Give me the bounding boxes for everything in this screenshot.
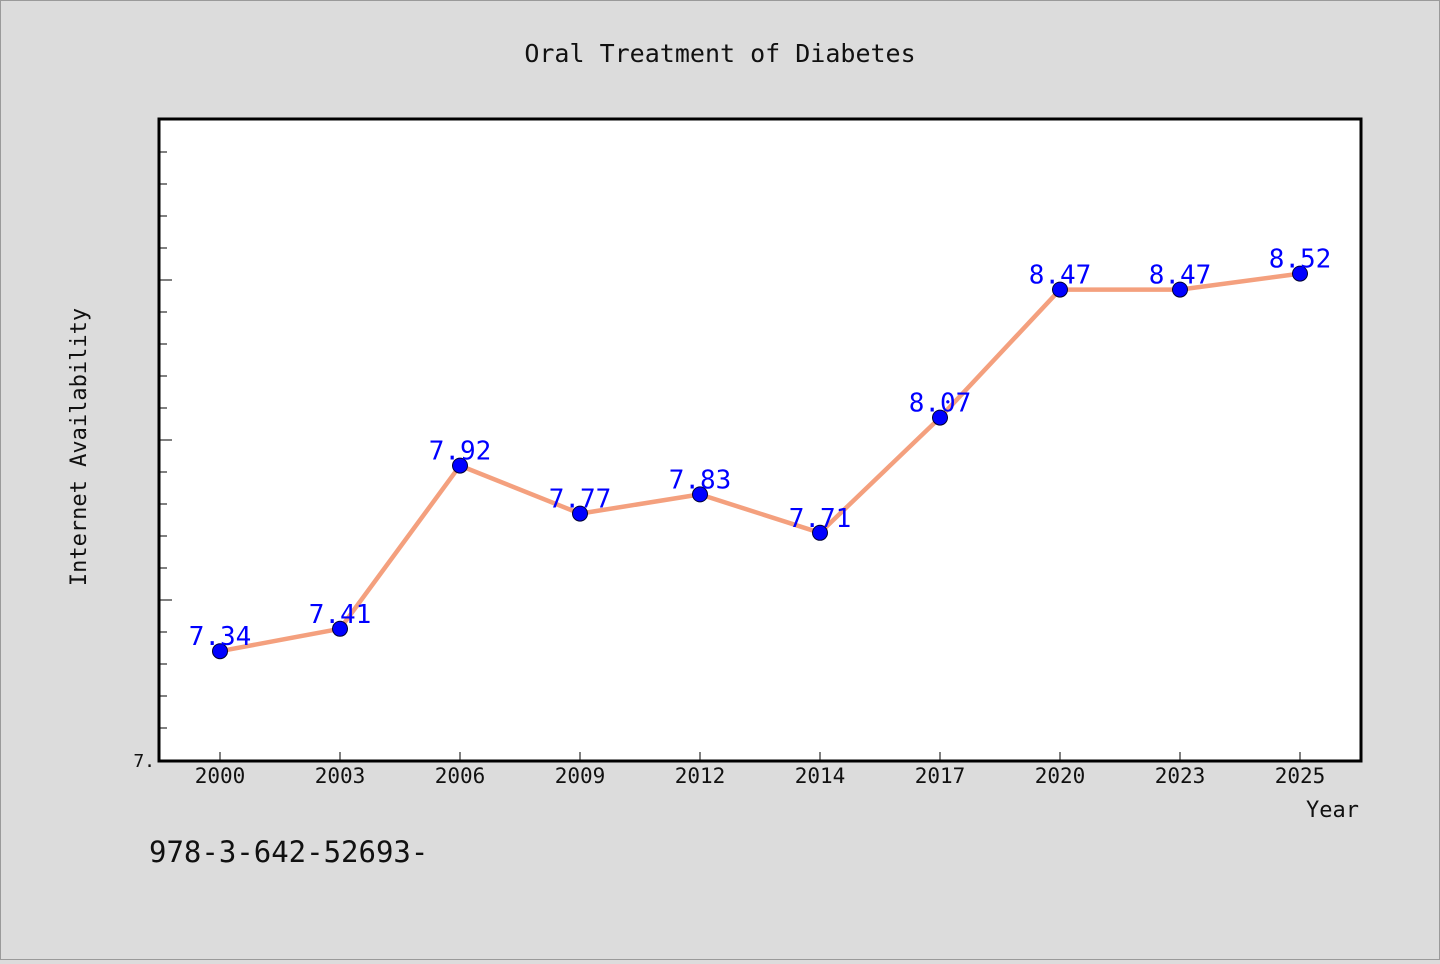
data-series: 7.34 7.41 7.92 7.77 7.83 7.71 8.07 8.47 8.47 8.52 [189, 245, 1332, 660]
data-point [452, 457, 468, 474]
y-tick-label: 7. [133, 751, 155, 772]
x-tick-label: 2003 [315, 764, 366, 788]
y-axis-ticks [160, 151, 172, 761]
data-point [812, 524, 828, 541]
data-label: 8.47 [1029, 261, 1092, 291]
footer-code: 978-3-642-52693- [149, 835, 428, 869]
x-tick-label: 2012 [675, 764, 726, 788]
x-axis-ticks: 2000 2003 2006 2009 2012 2014 2017 2020 2023 2025 [195, 752, 1326, 788]
data-point [332, 620, 348, 637]
series-line [217, 271, 1303, 654]
x-tick-label: 2023 [1155, 764, 1206, 788]
chart-title: Oral Treatment of Diabetes [524, 39, 915, 68]
data-point [932, 409, 948, 426]
x-tick-label: 2020 [1035, 764, 1086, 788]
data-label: 8.52 [1269, 245, 1332, 275]
plot-area [157, 117, 1363, 763]
data-point [572, 505, 588, 522]
x-tick-label: 2025 [1275, 764, 1326, 788]
data-point [1292, 265, 1308, 282]
data-label: 7.83 [669, 465, 732, 495]
x-tick-label: 2006 [435, 764, 486, 788]
data-point [1172, 281, 1188, 298]
data-point [212, 643, 228, 660]
data-point [692, 486, 708, 503]
data-label: 8.07 [909, 389, 972, 419]
data-point [1052, 281, 1068, 298]
y-axis-label: Internet Availability [67, 308, 92, 586]
data-label: 8.47 [1149, 261, 1212, 291]
data-label: 7.41 [309, 600, 372, 630]
data-label: 7.92 [429, 437, 492, 467]
x-axis-label: Year [1306, 798, 1359, 823]
x-tick-label: 2000 [195, 764, 246, 788]
x-tick-label: 2017 [915, 764, 966, 788]
data-label: 7.34 [189, 622, 252, 652]
data-label: 7.77 [549, 485, 612, 515]
x-tick-label: 2014 [795, 764, 846, 788]
data-label: 7.71 [789, 504, 852, 534]
x-tick-label: 2009 [555, 764, 606, 788]
